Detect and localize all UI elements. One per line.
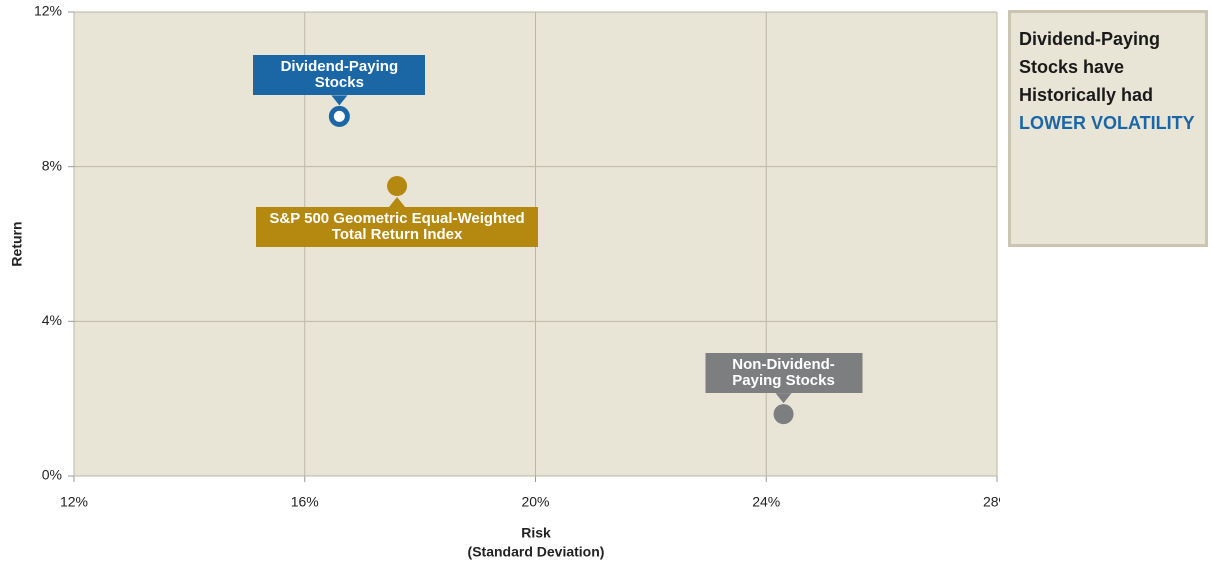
callout-text: Dividend-Paying Stocks have Historically…	[1019, 29, 1161, 105]
x-tick-label: 12%	[60, 494, 88, 510]
point	[773, 404, 794, 425]
x-axis-label: Risk	[521, 525, 551, 541]
x-tick-label: 16%	[291, 494, 319, 510]
label-pointer	[775, 393, 792, 404]
callout-highlight: LOWER VOLATILITY	[1019, 113, 1195, 133]
point	[387, 176, 408, 196]
x-tick-label: 28%	[983, 494, 1000, 510]
y-tick-label: 0%	[42, 467, 62, 483]
label-pointer	[389, 197, 406, 207]
label-pointer	[331, 95, 348, 106]
point-label: Non-Dividend-Paying Stocks	[705, 353, 863, 394]
y-tick-label: 8%	[42, 157, 62, 173]
y-tick-label: 12%	[34, 3, 62, 19]
chart: Return Risk (Standard Deviation) 12% 16% 2…	[9, 3, 1000, 560]
point	[328, 105, 350, 127]
x-tick-label: 20%	[521, 494, 549, 510]
y-tick-label: 4%	[42, 312, 62, 328]
point-label: Dividend-Paying Stocks	[253, 55, 426, 96]
x-axis-label: (Standard Deviation)	[468, 544, 605, 560]
x-tick-label: 24%	[752, 494, 780, 510]
y-axis-label: Return	[9, 221, 25, 266]
point-label: S&P 500 Geometric Equal-Weighted Total R…	[256, 207, 539, 247]
callout: Dividend-Paying Stocks have Historically…	[1008, 10, 1208, 247]
